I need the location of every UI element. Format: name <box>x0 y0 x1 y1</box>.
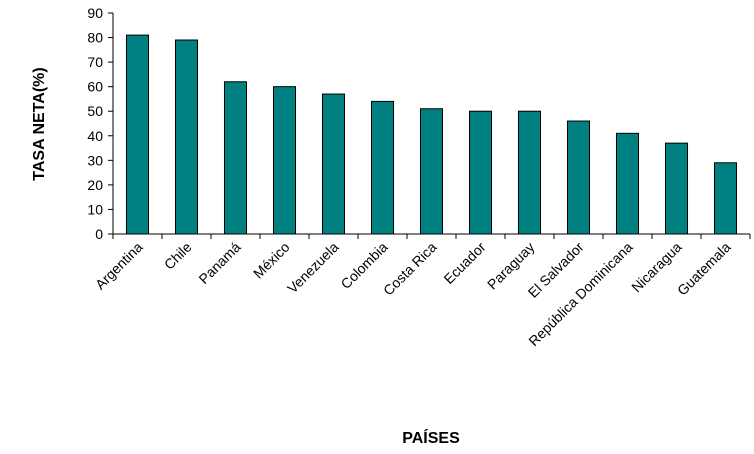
bar-venezuela <box>321 93 346 235</box>
x-tick-label: Venezuela <box>284 239 342 297</box>
x-tick-label: Panamá <box>195 239 243 287</box>
x-tick-label: Costa Rica <box>380 239 440 299</box>
y-tick-label: 80 <box>87 30 103 46</box>
bar-colombia <box>370 100 395 235</box>
bar-costa-rica <box>419 108 444 235</box>
bar-el-salvador <box>566 120 591 235</box>
bar-rep-blica-dominicana <box>615 132 640 235</box>
y-tick-label: 90 <box>87 5 103 21</box>
x-axis-ticks: Argentina Chile Panamá MéxicoVenezuelaColom… <box>92 234 751 349</box>
bar-paraguay <box>517 110 542 235</box>
x-tick-label: Argentina <box>92 239 146 293</box>
y-tick-label: 0 <box>95 226 103 242</box>
y-tick-label: 50 <box>87 103 103 119</box>
y-axis-ticks: 0 10 20 30 40 50 60 70 80 90 <box>87 5 113 242</box>
y-tick-label: 60 <box>87 79 103 95</box>
bar-chile <box>174 39 199 235</box>
bars <box>125 34 738 235</box>
y-tick-label: 10 <box>87 201 103 217</box>
bar-panam- <box>223 81 248 235</box>
bar-ecuador <box>468 110 493 235</box>
bar-m-xico <box>272 86 297 235</box>
y-tick-label: 40 <box>87 128 103 144</box>
x-tick-label: Chile <box>161 239 195 273</box>
y-tick-label: 70 <box>87 54 103 70</box>
x-tick-label: Guatemala <box>674 239 734 299</box>
y-tick-label: 20 <box>87 177 103 193</box>
x-axis-title: PAÍSES <box>402 428 460 447</box>
x-tick-label: Ecuador <box>440 239 488 287</box>
bar-nicaragua <box>664 142 689 235</box>
bar-argentina <box>125 34 150 235</box>
y-tick-label: 30 <box>87 152 103 168</box>
x-tick-label: México <box>250 239 293 282</box>
bar-guatemala <box>713 162 738 235</box>
y-axis-title: TASA NETA(%) <box>31 67 48 180</box>
